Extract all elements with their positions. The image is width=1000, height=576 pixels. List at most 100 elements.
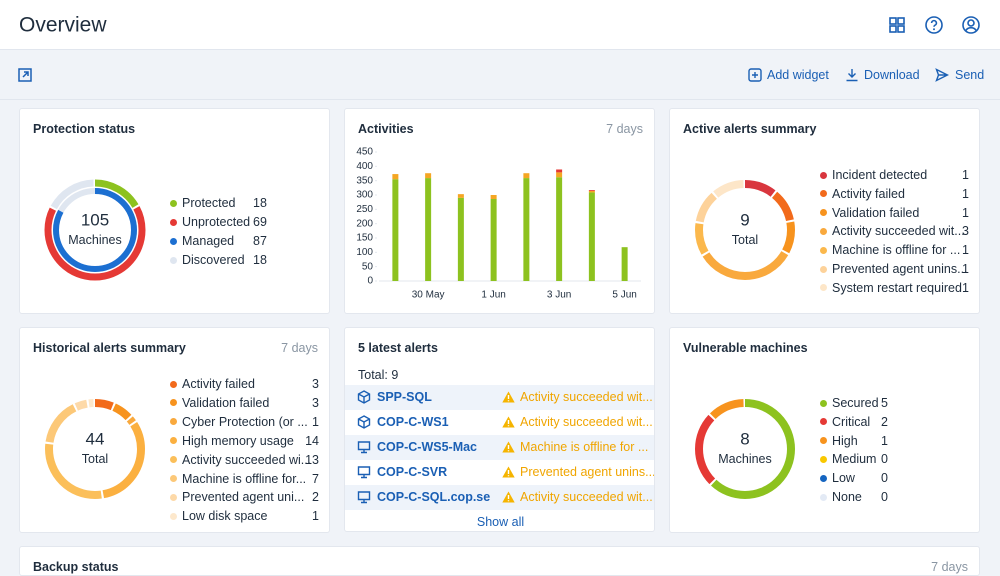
bar-segment: [589, 190, 595, 191]
legend-value: 14: [305, 434, 319, 447]
bar-segment: [556, 169, 562, 172]
account-icon[interactable]: [961, 15, 981, 35]
bar-segment: [589, 192, 595, 281]
legend-dot: [820, 400, 827, 407]
legend-value: 87: [253, 235, 267, 248]
vm-icon: [357, 415, 371, 429]
legend-label: Medium: [832, 453, 876, 466]
header: Overview: [0, 0, 1000, 50]
alert-text[interactable]: Prevented agent unins...: [520, 466, 655, 479]
legend-value: 13: [305, 453, 319, 466]
expand-icon[interactable]: [17, 67, 33, 83]
alert-text[interactable]: Activity succeeded wit...: [520, 416, 653, 429]
machine-name[interactable]: COP-C-SQL.cop.se: [377, 491, 490, 504]
show-all-link[interactable]: Show all: [477, 516, 524, 529]
legend-label: Activity succeeded wi...: [182, 453, 311, 466]
machine-name[interactable]: COP-C-WS5-Mac: [377, 441, 477, 454]
machine-icon: [357, 465, 371, 479]
machine-name[interactable]: COP-C-WS1: [377, 416, 449, 429]
y-tick-label: 100: [356, 247, 373, 258]
machine-name[interactable]: COP-C-SVR: [377, 466, 447, 479]
widget-card: Backup status7 days: [19, 546, 980, 576]
add-widget-icon[interactable]: [748, 68, 762, 82]
donut-center-value: 105: [81, 212, 109, 229]
alert-text[interactable]: Activity succeeded wit...: [520, 391, 653, 404]
legend-value: 7: [312, 472, 319, 485]
send-icon[interactable]: [935, 68, 949, 82]
legend-value: 18: [253, 254, 267, 267]
warning-icon: [502, 441, 515, 453]
legend-label: Incident detected: [832, 169, 927, 182]
legend-label: None: [832, 491, 862, 504]
bar-segment: [523, 178, 529, 281]
icon-shape: [359, 467, 370, 478]
widget-card: Protection status105MachinesProtected18U…: [19, 108, 330, 314]
widget-title: Backup status: [33, 561, 118, 574]
alert-text[interactable]: Machine is offline for ...: [520, 441, 648, 454]
legend-label: System restart required: [832, 282, 962, 295]
legend-label: Activity failed: [182, 378, 255, 391]
bar-segment: [491, 199, 497, 281]
legend-dot: [820, 475, 827, 482]
legend-dot: [170, 381, 177, 388]
legend-value: 18: [253, 197, 267, 210]
donut-segment: [699, 403, 791, 495]
bar-segment: [392, 174, 398, 179]
x-tick-label: 1 Jun: [481, 290, 505, 301]
page-title: Overview: [19, 15, 107, 36]
add-widget-button[interactable]: Add widget: [767, 69, 829, 82]
send-button[interactable]: Send: [955, 69, 984, 82]
legend-label: High: [832, 434, 858, 447]
legend-dot: [170, 513, 177, 520]
legend-dot: [170, 494, 177, 501]
legend-value: 1: [962, 169, 969, 182]
legend-label: Secured: [832, 397, 879, 410]
download-button[interactable]: Download: [864, 69, 920, 82]
legend-label: Discovered: [182, 254, 245, 267]
y-tick-label: 300: [356, 190, 373, 201]
machine-icon: [357, 440, 371, 454]
bar-segment: [556, 177, 562, 281]
legend-value: 3: [962, 225, 969, 238]
y-tick-label: 350: [356, 175, 373, 186]
y-tick-label: 50: [362, 261, 374, 272]
legend-value: 1: [312, 416, 319, 429]
legend-value: 1: [962, 206, 969, 219]
machine-name[interactable]: SPP-SQL: [377, 391, 432, 404]
x-tick-label: 30 May: [412, 290, 445, 301]
legend-label: Activity failed: [832, 188, 905, 201]
donut-center-label: Total: [82, 453, 108, 466]
bar-segment: [556, 172, 562, 177]
legend-label: Protected: [182, 197, 236, 210]
icon-shape: [359, 391, 370, 403]
legend-dot: [820, 494, 827, 501]
legend-value: 0: [881, 491, 888, 504]
help-icon[interactable]: [924, 15, 944, 35]
y-tick-label: 200: [356, 218, 373, 229]
alert-text[interactable]: Activity succeeded wit...: [520, 491, 653, 504]
legend-value: 1: [312, 510, 319, 523]
legend-label: Cyber Protection (or ...: [182, 416, 308, 429]
donut-center-label: Total: [732, 234, 758, 247]
legend-value: 5: [881, 397, 888, 410]
donut-center-label: Machines: [718, 453, 772, 466]
bar-segment: [458, 198, 464, 281]
download-icon[interactable]: [845, 68, 859, 82]
legend-label: Critical: [832, 416, 870, 429]
legend-label: Prevented agent uni...: [182, 491, 304, 504]
widget-graphic: [20, 109, 330, 314]
donut-center-value: 44: [86, 431, 105, 448]
apps-icon[interactable]: [887, 15, 907, 35]
legend-value: 69: [253, 216, 267, 229]
legend-value: 1: [962, 188, 969, 201]
alerts-total: Total: 9: [358, 369, 398, 382]
legend-dot: [170, 257, 177, 264]
legend-label: Validation failed: [182, 397, 269, 410]
legend-dot: [170, 238, 177, 245]
legend-value: 3: [312, 397, 319, 410]
vm-icon: [357, 390, 371, 404]
widget-card: 5 latest alertsTotal: 9SPP-SQLActivity s…: [344, 327, 655, 532]
legend-value: 0: [881, 472, 888, 485]
